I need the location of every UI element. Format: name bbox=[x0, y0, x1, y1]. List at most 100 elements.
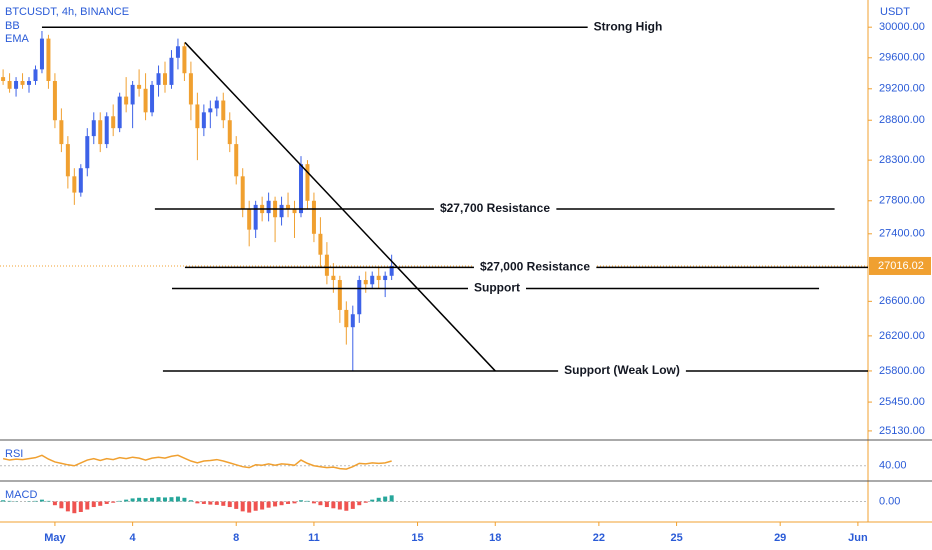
candle-body bbox=[208, 108, 213, 113]
macd-bar bbox=[357, 501, 362, 506]
macd-bar bbox=[234, 501, 239, 509]
candle-body bbox=[234, 144, 239, 177]
macd-bar bbox=[389, 495, 394, 502]
candle-body bbox=[370, 275, 375, 285]
x-tick-label: 11 bbox=[308, 532, 320, 544]
symbol-title: BTCUSDT, 4h, BINANCE bbox=[5, 6, 129, 18]
level-label: $27,700 Resistance bbox=[440, 201, 550, 215]
level-label-bg bbox=[587, 19, 669, 34]
macd-bar bbox=[363, 501, 368, 503]
macd-bar bbox=[279, 501, 284, 506]
macd-bar bbox=[156, 497, 161, 502]
macd-bar bbox=[104, 501, 109, 504]
candle-body bbox=[331, 275, 336, 281]
macd-bar bbox=[337, 501, 342, 510]
candle-body bbox=[98, 120, 103, 145]
macd-bar bbox=[305, 500, 310, 502]
candle-body bbox=[39, 38, 44, 70]
candle-body bbox=[227, 120, 232, 145]
y-tick-label: 25450.00 bbox=[879, 396, 925, 408]
candle-body bbox=[311, 200, 316, 234]
macd-tick-label: 0.00 bbox=[879, 495, 900, 507]
candle-body bbox=[156, 73, 161, 85]
x-tick-label: May bbox=[44, 532, 66, 544]
rsi-label: RSI bbox=[5, 448, 23, 460]
x-tick-label: 15 bbox=[411, 532, 423, 544]
candle-body bbox=[117, 96, 122, 129]
macd-bar bbox=[214, 501, 219, 505]
macd-bar bbox=[188, 500, 193, 502]
y-tick-label: 28300.00 bbox=[879, 154, 925, 166]
candle-body bbox=[27, 80, 32, 85]
candle-body bbox=[143, 88, 148, 113]
rsi-line bbox=[2, 454, 392, 470]
candle-body bbox=[175, 46, 180, 58]
macd-bar bbox=[227, 501, 232, 508]
last-price-label: 27016.02 bbox=[878, 260, 924, 272]
candle-body bbox=[279, 204, 284, 218]
macd-label: MACD bbox=[5, 489, 37, 501]
macd-bar bbox=[324, 501, 329, 508]
macd-bar bbox=[370, 499, 375, 502]
macd-bar bbox=[72, 501, 77, 514]
macd-bar bbox=[383, 496, 388, 502]
level-label: Strong High bbox=[594, 19, 663, 33]
x-tick-label: Jun bbox=[848, 532, 868, 544]
macd-bar bbox=[286, 501, 291, 504]
candle-body bbox=[130, 84, 135, 105]
macd-bar bbox=[331, 501, 336, 509]
y-tick-label: 29600.00 bbox=[879, 52, 925, 64]
macd-bar bbox=[1, 500, 6, 502]
x-tick-label: 25 bbox=[670, 532, 682, 544]
macd-bar bbox=[240, 501, 245, 512]
macd-bar bbox=[39, 499, 44, 502]
macd-bar bbox=[52, 501, 57, 506]
candle-body bbox=[357, 280, 362, 315]
candle-body bbox=[389, 265, 394, 276]
candle-body bbox=[324, 254, 329, 276]
macd-bar bbox=[169, 497, 174, 502]
macd-bar bbox=[208, 501, 213, 505]
x-tick-label: 29 bbox=[774, 532, 786, 544]
candle-body bbox=[344, 309, 349, 328]
candle-body bbox=[14, 80, 19, 89]
y-tick-label: 29200.00 bbox=[879, 83, 925, 95]
macd-bar bbox=[163, 497, 168, 502]
candle-body bbox=[7, 80, 12, 89]
indicator-label: EMA bbox=[5, 33, 30, 45]
candle-body bbox=[350, 314, 355, 328]
x-tick-label: 22 bbox=[593, 532, 605, 544]
rsi-tick-label: 40.00 bbox=[879, 460, 907, 472]
macd-bar bbox=[117, 500, 122, 502]
candle-body bbox=[104, 116, 109, 145]
candle-body bbox=[266, 200, 271, 214]
candle-body bbox=[52, 80, 57, 121]
level-label-bg bbox=[433, 201, 557, 216]
candle-body bbox=[363, 280, 368, 285]
y-tick-label: 25800.00 bbox=[879, 365, 925, 377]
level-label: Support (Weak Low) bbox=[564, 363, 680, 377]
y-tick-label: 26600.00 bbox=[879, 295, 925, 307]
y-tick-label: 26200.00 bbox=[879, 330, 925, 342]
indicator-label: BB bbox=[5, 20, 20, 32]
level-label-bg bbox=[473, 259, 597, 274]
macd-bar bbox=[65, 501, 70, 512]
macd-bar bbox=[266, 501, 271, 508]
candle-body bbox=[318, 233, 323, 255]
macd-bar bbox=[221, 501, 226, 506]
candle-body bbox=[65, 144, 70, 177]
level-label-bg bbox=[558, 363, 686, 378]
candle-body bbox=[137, 84, 142, 89]
candle-body bbox=[214, 100, 219, 109]
candle-body bbox=[195, 104, 200, 129]
candle-body bbox=[46, 38, 51, 81]
candle-body bbox=[253, 204, 258, 230]
y-tick-label: 28800.00 bbox=[879, 114, 925, 126]
macd-bar bbox=[137, 497, 142, 502]
macd-bar bbox=[111, 501, 116, 503]
x-tick-label: 18 bbox=[489, 532, 501, 544]
macd-bar bbox=[253, 501, 258, 511]
candle-body bbox=[337, 280, 342, 310]
macd-bar bbox=[350, 501, 355, 509]
